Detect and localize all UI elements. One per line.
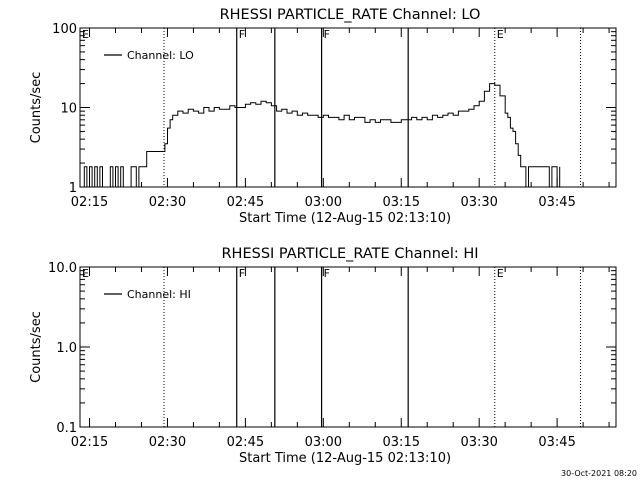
legend-label: Channel: LO (127, 49, 194, 62)
x-tick-label: 02:15 (71, 435, 108, 450)
x-tick-label: 03:00 (305, 195, 342, 210)
x-axis-label: Start Time (12-Aug-15 02:13:10) (239, 451, 451, 466)
flag-label: E (497, 267, 504, 280)
series-line (80, 83, 561, 188)
x-axis-label: Start Time (12-Aug-15 02:13:10) (239, 211, 451, 226)
x-tick-label: 03:45 (538, 435, 575, 450)
flag-label: E (82, 267, 89, 280)
y-tick-label: 0.1 (56, 421, 77, 436)
y-tick-label: 1 (69, 181, 77, 196)
timestamp: 30-Oct-2021 08:20 (561, 469, 637, 478)
y-tick-label: 10 (60, 102, 77, 117)
x-tick-label: 02:15 (71, 195, 108, 210)
x-tick-label: 03:15 (383, 435, 420, 450)
chart-title: RHESSI PARTICLE_RATE Channel: LO (220, 7, 481, 23)
y-tick-label: 10.0 (48, 261, 77, 276)
x-tick-label: 02:30 (149, 195, 186, 210)
x-tick-label: 03:30 (460, 435, 497, 450)
x-tick-label: 02:45 (227, 435, 264, 450)
y-tick-label: 1.0 (56, 341, 77, 356)
flag-label: F (324, 267, 330, 280)
panel-hi: RHESSI PARTICLE_RATE Channel: HI 02:15 02:… (29, 246, 617, 466)
legend-label: Channel: HI (127, 288, 191, 301)
x-tick-label: 02:45 (227, 195, 264, 210)
chart-title: RHESSI PARTICLE_RATE Channel: HI (221, 246, 478, 262)
y-tick-label: 100 (52, 22, 77, 37)
panels: RHESSI PARTICLE_RATE Channel: LO 02:15 02:… (29, 7, 617, 466)
x-tick-label: 03:15 (383, 195, 420, 210)
flag-label: F (239, 267, 245, 280)
flag-label: E (82, 28, 89, 41)
x-tick-label: 03:00 (305, 435, 342, 450)
panel-lo: RHESSI PARTICLE_RATE Channel: LO 02:15 02:… (29, 7, 617, 226)
flag-label: E (497, 28, 504, 41)
y-axis-label: Counts/sec (29, 311, 44, 383)
x-tick-label: 03:30 (460, 195, 497, 210)
x-tick-label: 03:45 (538, 195, 575, 210)
flag-label: F (324, 28, 330, 41)
x-tick-label: 02:30 (149, 435, 186, 450)
y-axis-label: Counts/sec (29, 72, 44, 144)
flag-label: F (239, 28, 245, 41)
